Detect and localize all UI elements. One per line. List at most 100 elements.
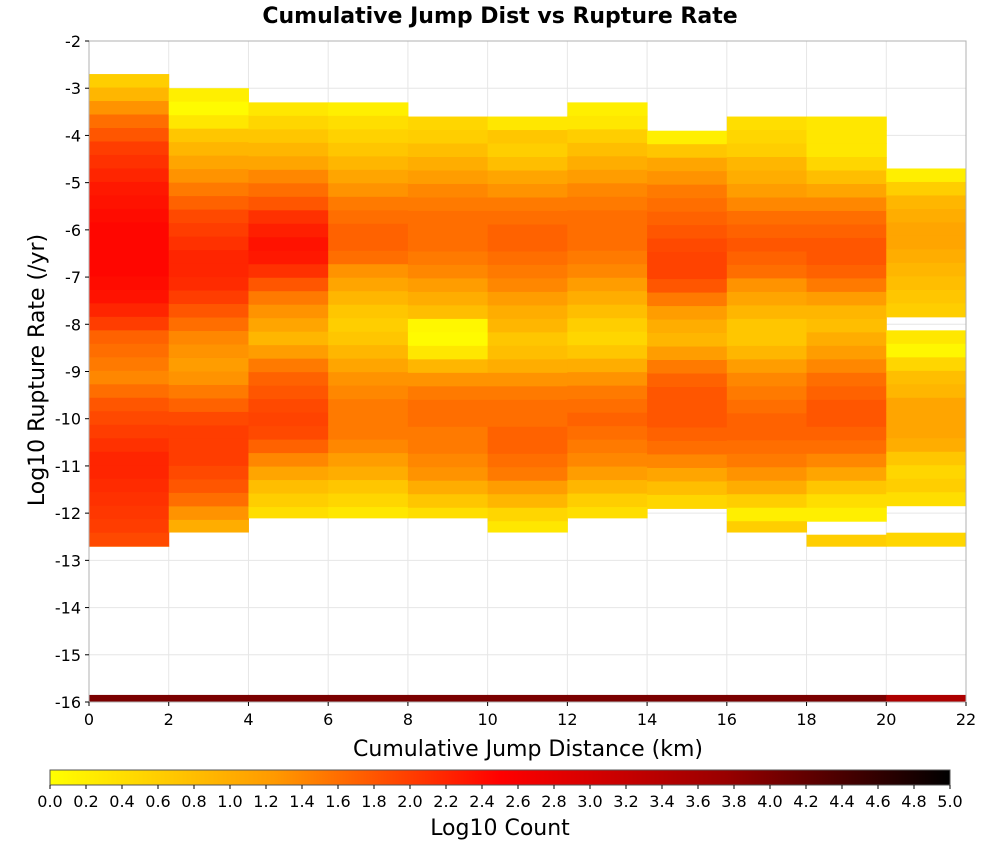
colorbar-tick-label: 1.2 (253, 792, 278, 811)
heatmap-cell (567, 358, 648, 373)
heatmap-cell (89, 505, 170, 520)
heatmap-cell (647, 387, 728, 401)
x-tick-label: 18 (796, 710, 816, 729)
heatmap-cell (407, 332, 489, 347)
heatmap-cell (248, 399, 329, 414)
heatmap-cell (647, 265, 728, 280)
heatmap-cell (806, 291, 887, 306)
heatmap-cell (726, 210, 808, 225)
heatmap-cell (407, 453, 489, 468)
heatmap-cell (407, 494, 489, 509)
heatmap-cell (407, 426, 489, 441)
heatmap-cell (248, 169, 329, 184)
colorbar-gradient (49, 769, 951, 786)
colorbar-tick-label: 1.6 (325, 792, 350, 811)
heatmap-cell (647, 211, 728, 226)
heatmap-cell (647, 427, 728, 442)
heatmap-cell (647, 130, 728, 145)
heatmap-cell (328, 318, 409, 333)
heatmap-cell (328, 399, 409, 414)
colorbar-tick-label: 5.0 (937, 792, 962, 811)
heatmap-cell (647, 306, 728, 321)
heatmap-cell (726, 278, 808, 293)
heatmap-cell (89, 181, 170, 196)
colorbar-label: Log10 Count (430, 816, 570, 841)
heatmap-cell (407, 116, 489, 131)
heatmap-cell (89, 276, 170, 291)
heatmap-cell (89, 154, 170, 169)
heatmap-cell (328, 304, 409, 319)
heatmap-cell (487, 237, 568, 252)
x-tick-label: 14 (637, 710, 657, 729)
heatmap-cell (328, 453, 409, 468)
heatmap-cell (567, 507, 648, 519)
heatmap-cell (89, 262, 170, 277)
heatmap-cell (647, 292, 728, 307)
heatmap-cell (487, 305, 568, 320)
heatmap-cell (89, 114, 170, 129)
colorbar-tick-label: 1.8 (361, 792, 386, 811)
heatmap-cell (567, 102, 648, 117)
heatmap-cell (168, 411, 249, 426)
heatmap-cell (89, 451, 170, 466)
heatmap-cell (89, 478, 170, 493)
heatmap-cell (407, 440, 489, 455)
colorbar-tick-label: 3.4 (649, 792, 674, 811)
heatmap-cell (168, 196, 249, 211)
heatmap-cell (567, 183, 648, 198)
heatmap-cell (407, 291, 489, 306)
heatmap-cell (248, 210, 329, 225)
heatmap-cell (328, 480, 409, 495)
heatmap-cell (487, 130, 568, 145)
heatmap-cell (407, 345, 489, 360)
heatmap-cell (328, 115, 409, 130)
heatmap-cell (647, 171, 728, 186)
heatmap-cell (487, 210, 568, 225)
heatmap-cell (806, 210, 887, 225)
heatmap-cell (328, 210, 409, 225)
heatmap-cell (168, 209, 249, 224)
heatmap-cell (567, 223, 648, 238)
heatmap-cell (567, 412, 648, 427)
heatmap-cell (168, 182, 249, 197)
colorbar-tick-label: 4.8 (901, 792, 926, 811)
heatmap-cell (89, 384, 170, 399)
heatmap-cell (487, 183, 568, 198)
heatmap-cell (886, 249, 967, 264)
heatmap-cell (248, 412, 329, 427)
heatmap-cell (248, 196, 329, 211)
heatmap-cell (726, 197, 808, 212)
heatmap-cell (806, 264, 887, 279)
heatmap-cell (806, 494, 887, 509)
heatmap-cell (726, 453, 808, 468)
heatmap-cell (328, 250, 409, 265)
heatmap-cell (407, 318, 489, 333)
heatmap-cell (89, 424, 170, 439)
heatmap-cell (806, 143, 887, 158)
chart-title: Cumulative Jump Dist vs Rupture Rate (262, 4, 737, 29)
heatmap-cell (89, 222, 170, 237)
heatmap-cell (886, 343, 967, 358)
y-tick-label: -13 (55, 551, 81, 570)
heatmap-cell (407, 224, 489, 239)
heatmap-cell (168, 694, 249, 702)
heatmap-cell (89, 128, 170, 142)
heatmap-cell (567, 345, 648, 360)
heatmap-cell (487, 116, 568, 131)
y-tick-label: -8 (65, 315, 81, 334)
heatmap-cell (487, 264, 568, 279)
heatmap-cell (168, 452, 249, 467)
heatmap-cell (567, 142, 648, 157)
colorbar-tick-label: 0.4 (109, 792, 134, 811)
heatmap-cell (726, 305, 808, 320)
heatmap-cell (806, 318, 887, 333)
colorbar-tick-label: 3.2 (613, 792, 638, 811)
heatmap-cell (647, 225, 728, 240)
colorbar-tick-label: 3.0 (577, 792, 602, 811)
heatmap-cell (886, 168, 967, 183)
y-tick-label: -10 (55, 410, 81, 429)
heatmap-cell (168, 88, 249, 103)
heatmap-cell (647, 144, 728, 159)
heatmap-cell (886, 424, 967, 439)
heatmap-cell (407, 372, 489, 387)
